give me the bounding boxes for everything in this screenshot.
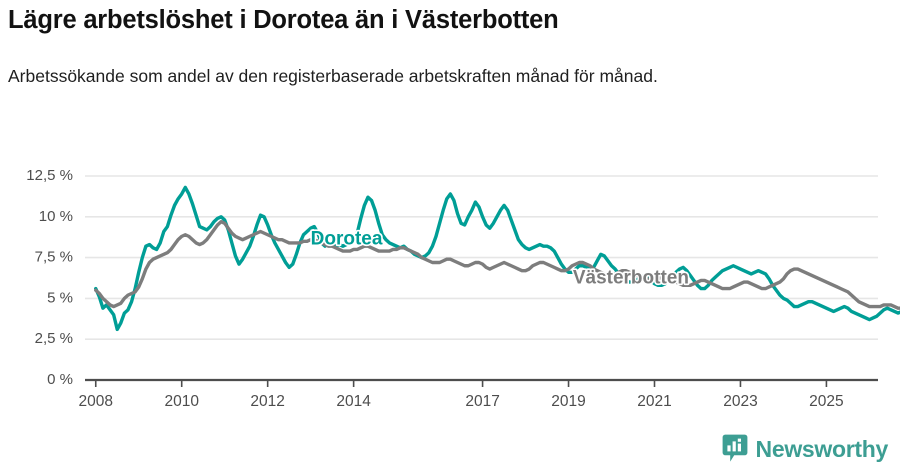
page-title: Lägre arbetslöshet i Dorotea än i Väster… xyxy=(8,6,559,34)
x-axis-tick-label: 2012 xyxy=(250,393,284,410)
series-label-västerbotten: Västerbotten xyxy=(573,268,689,289)
y-axis-tick-label: 10 % xyxy=(39,208,73,225)
chart-container: 0 % 2,5 % 5 % 7,5 % 10 % 12,5 % 2008 2010 2012 20… xyxy=(0,150,900,420)
newsworthy-logo[interactable]: Newsworthy xyxy=(722,434,888,464)
logo-wordmark: Newsworthy xyxy=(755,435,889,462)
page-subtitle: Arbetssökande som andel av den registerb… xyxy=(8,66,658,86)
x-axis-tick-label: 2008 xyxy=(79,393,113,410)
y-axis-tick-label: 12,5 % xyxy=(26,167,73,184)
x-axis-tick-label: 2025 xyxy=(809,393,843,410)
series-line-västerbotten xyxy=(94,220,900,310)
y-axis-tick-label: 5 % xyxy=(47,289,73,306)
x-axis-tick-label: 2010 xyxy=(164,393,199,410)
x-axis-tick-label: 2021 xyxy=(637,393,671,410)
bar-chart-bubble-icon xyxy=(722,434,748,464)
line-chart: 0 % 2,5 % 5 % 7,5 % 10 % 12,5 % 2008 2010 2012 20… xyxy=(26,167,900,410)
series-label-dorotea: Dorotea xyxy=(311,229,383,250)
series-line-dorotea xyxy=(94,185,900,332)
x-axis-tick-label: 2019 xyxy=(551,393,585,410)
y-axis-tick-label: 7,5 % xyxy=(35,249,73,266)
y-axis-tick-label: 0 % xyxy=(47,371,73,388)
x-axis-tick-label: 2014 xyxy=(336,393,371,410)
x-axis-tick-label: 2017 xyxy=(465,393,499,410)
y-axis-tick-label: 2,5 % xyxy=(35,330,73,347)
x-axis-tick-label: 2023 xyxy=(723,393,757,410)
